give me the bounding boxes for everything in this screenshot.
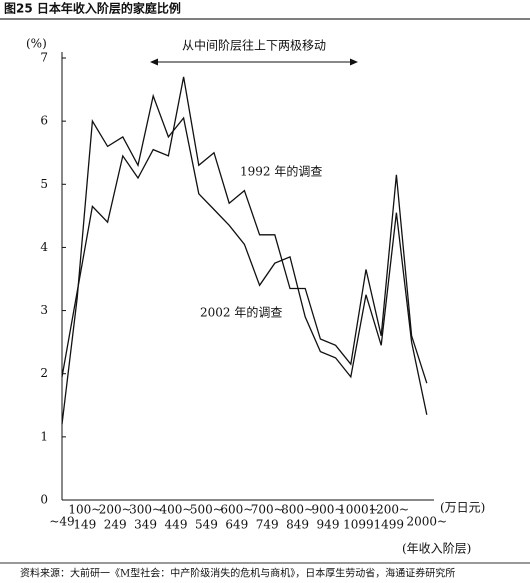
x-tick-label: 749 — [256, 518, 279, 532]
y-tick-label: 0 — [40, 493, 48, 507]
x-tick-label: 349 — [134, 518, 157, 532]
x-tick-label: 2000~ — [407, 515, 448, 529]
y-tick-label: 6 — [40, 114, 48, 128]
x-tick-label: 700~ — [251, 503, 284, 517]
x-tick-label: 849 — [286, 518, 309, 532]
x-tick-label: 200~ — [99, 503, 132, 517]
x-tick-label: 100~ — [68, 503, 101, 517]
x-tick-label: 800~ — [281, 503, 314, 517]
series-line — [61, 93, 428, 425]
y-tick-label: 1 — [40, 429, 48, 443]
x-tick-label: 1499 — [374, 518, 405, 532]
y-axis-label: (%) — [26, 37, 47, 51]
y-tick-label: 3 — [40, 303, 48, 317]
x-tick-label: 949 — [317, 518, 340, 532]
y-tick-label: 2 — [40, 366, 48, 380]
double-arrow — [150, 58, 358, 66]
x-tick-label: 1000~ — [338, 503, 379, 517]
x-tick-label: 249 — [104, 518, 127, 532]
x-tick-label: 300~ — [129, 503, 162, 517]
chart-title: 图25 日本年收入阶层的家庭比例 — [4, 1, 181, 16]
x-tick-label: 500~ — [190, 503, 223, 517]
x-axis-unit: (万日元) — [440, 501, 485, 515]
x-tick-label: 1099 — [343, 518, 374, 532]
series-line — [61, 76, 428, 384]
x-tick-label: 1200~ — [369, 503, 410, 517]
x-tick-label: 149 — [73, 518, 96, 532]
x-tick-label: 549 — [195, 518, 218, 532]
x-tick-label: 649 — [225, 518, 248, 532]
y-tick-label: 5 — [40, 177, 48, 191]
annotation: 1992 年的调查 — [240, 164, 322, 179]
annotation: 2002 年的调查 — [200, 305, 282, 320]
x-tick-label: 600~ — [220, 503, 253, 517]
x-tick-label: ~49 — [49, 515, 74, 529]
x-tick-label: 400~ — [160, 503, 193, 517]
x-tick-label: 449 — [165, 518, 188, 532]
y-tick-label: 4 — [40, 240, 48, 254]
x-axis-label: (年收入阶层) — [402, 542, 471, 556]
y-tick-label: 7 — [40, 51, 48, 65]
source: 资料来源：大前研一《M型社会：中产阶级消失的危机与商机》，日本厚生劳动省，海通证… — [20, 567, 455, 580]
x-tick-label: 900~ — [312, 503, 345, 517]
arrow-note: 从中间阶层往上下两极移动 — [182, 38, 326, 53]
